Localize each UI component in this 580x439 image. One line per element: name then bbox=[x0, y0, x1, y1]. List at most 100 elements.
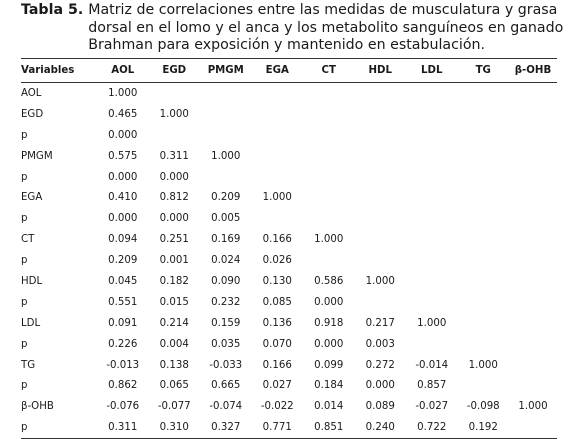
table-row: LDL 0.091 0.214 0.159 0.136 0.918 0.217 1.000 bbox=[21, 313, 557, 334]
table-cell bbox=[406, 104, 458, 125]
table-cell: -0.022 bbox=[260, 401, 294, 413]
table-cell: 0.311 bbox=[97, 417, 149, 439]
table-cell: 0.722 bbox=[406, 417, 458, 439]
table-row: p 0.311 0.310 0.327 0.771 0.851 0.240 0.722 0.19… bbox=[21, 417, 557, 439]
table-cell bbox=[252, 146, 304, 167]
table-cell: 0.035 bbox=[211, 338, 241, 350]
row-label: EGD bbox=[21, 108, 44, 120]
table-cell bbox=[252, 83, 304, 104]
table-body: AOL 1.000 EGD 0.465 1.000 p 0.000 PMGM 0.575 0.31… bbox=[21, 83, 557, 439]
table-cell bbox=[509, 250, 557, 271]
table-cell: 0.001 bbox=[159, 255, 189, 267]
table-cell bbox=[406, 187, 458, 208]
table-row: EGD 0.465 1.000 bbox=[21, 104, 557, 125]
table-row: β-OHB -0.076 -0.077 -0.074 -0.022 0.014 0.089 -… bbox=[21, 396, 557, 417]
table-cell: 0.000 bbox=[108, 171, 138, 183]
table-cell bbox=[200, 167, 252, 188]
table-cell bbox=[509, 334, 557, 355]
table-cell bbox=[458, 250, 510, 271]
table-cell bbox=[200, 125, 252, 146]
table-cell: 0.551 bbox=[108, 296, 138, 308]
table-row: p 0.226 0.004 0.035 0.070 0.000 0.003 bbox=[21, 334, 557, 355]
table-cell bbox=[509, 167, 557, 188]
table-cell: 0.089 bbox=[365, 401, 395, 413]
table-cell: 0.214 bbox=[159, 317, 189, 329]
table-row: HDL 0.045 0.182 0.090 0.130 0.586 1.000 bbox=[21, 271, 557, 292]
table-cell: 0.024 bbox=[211, 255, 241, 267]
row-label: p bbox=[21, 171, 28, 183]
table-cell bbox=[303, 208, 355, 229]
table-cell: 0.000 bbox=[314, 296, 344, 308]
table-cell bbox=[303, 250, 355, 271]
table-cell bbox=[509, 292, 557, 313]
table-cell: 0.004 bbox=[159, 338, 189, 350]
table-cell: 0.209 bbox=[108, 255, 138, 267]
table-cell: -0.074 bbox=[209, 401, 243, 413]
table-cell: -0.013 bbox=[106, 359, 140, 371]
table-cell: 0.166 bbox=[262, 359, 292, 371]
table-cell bbox=[303, 104, 355, 125]
table-cell: 0.099 bbox=[314, 359, 344, 371]
table-cell bbox=[509, 104, 557, 125]
table-cell: 0.169 bbox=[211, 234, 241, 246]
table-cell bbox=[458, 375, 510, 396]
column-header: LDL bbox=[406, 58, 458, 83]
table-cell bbox=[252, 208, 304, 229]
table-cell bbox=[458, 229, 510, 250]
table-cell bbox=[355, 167, 407, 188]
table-cell: 0.272 bbox=[365, 359, 395, 371]
table-cell bbox=[252, 125, 304, 146]
table-cell: 0.026 bbox=[262, 255, 292, 267]
table-cell: 0.327 bbox=[200, 417, 252, 439]
table-row: p 0.209 0.001 0.024 0.026 bbox=[21, 250, 557, 271]
table-caption: Tabla 5. Matriz de correlaciones entre l… bbox=[21, 2, 573, 55]
row-label: p bbox=[21, 213, 28, 225]
table-cell bbox=[509, 417, 557, 439]
table-row: CT 0.094 0.251 0.169 0.166 1.000 bbox=[21, 229, 557, 250]
table-row: TG -0.013 0.138 -0.033 0.166 0.099 0.272 -0.014… bbox=[21, 355, 557, 376]
column-header: CT bbox=[303, 58, 355, 83]
row-label: LDL bbox=[21, 317, 41, 329]
table-cell bbox=[509, 208, 557, 229]
table-cell bbox=[509, 187, 557, 208]
table-cell: 1.000 bbox=[314, 234, 344, 246]
table-row: AOL 1.000 bbox=[21, 83, 557, 104]
table-cell bbox=[149, 125, 201, 146]
table-cell bbox=[458, 125, 510, 146]
table-cell: 0.862 bbox=[108, 380, 138, 392]
column-header: PMGM bbox=[200, 58, 252, 83]
table-cell: 0.027 bbox=[262, 380, 292, 392]
table-cell bbox=[303, 125, 355, 146]
table-row: p 0.000 0.000 bbox=[21, 167, 557, 188]
table-cell bbox=[406, 271, 458, 292]
row-label: EGA bbox=[21, 192, 43, 204]
caption-text: Matriz de correlaciones entre las medida… bbox=[88, 2, 564, 53]
table-cell bbox=[509, 313, 557, 334]
table-cell: 0.094 bbox=[108, 234, 138, 246]
table-cell bbox=[355, 83, 407, 104]
table-row: p 0.000 0.000 0.005 bbox=[21, 208, 557, 229]
table-cell: 1.000 bbox=[365, 275, 395, 287]
table-cell: 1.000 bbox=[468, 359, 498, 371]
table-cell: 0.918 bbox=[314, 317, 344, 329]
column-header: AOL bbox=[97, 58, 149, 83]
table-cell: 0.226 bbox=[108, 338, 138, 350]
table-cell bbox=[303, 83, 355, 104]
table-cell bbox=[252, 167, 304, 188]
table-cell bbox=[458, 208, 510, 229]
table-cell bbox=[458, 187, 510, 208]
table-cell: 0.005 bbox=[211, 213, 241, 225]
table-cell: 0.311 bbox=[159, 150, 189, 162]
table-cell bbox=[355, 187, 407, 208]
table-cell: -0.033 bbox=[209, 359, 243, 371]
table-cell: 0.251 bbox=[159, 234, 189, 246]
table-cell: 0.045 bbox=[108, 275, 138, 287]
table-cell: 0.209 bbox=[211, 192, 241, 204]
row-label: HDL bbox=[21, 275, 43, 287]
table-cell: 0.159 bbox=[211, 317, 241, 329]
row-label: PMGM bbox=[21, 150, 53, 162]
table-cell bbox=[355, 104, 407, 125]
caption-label: Tabla 5. bbox=[21, 2, 84, 18]
table-header-row: Variables AOL EGD PMGM EGA CT HDL LDL TG β-OHB bbox=[21, 58, 557, 83]
table-cell: 0.586 bbox=[314, 275, 344, 287]
